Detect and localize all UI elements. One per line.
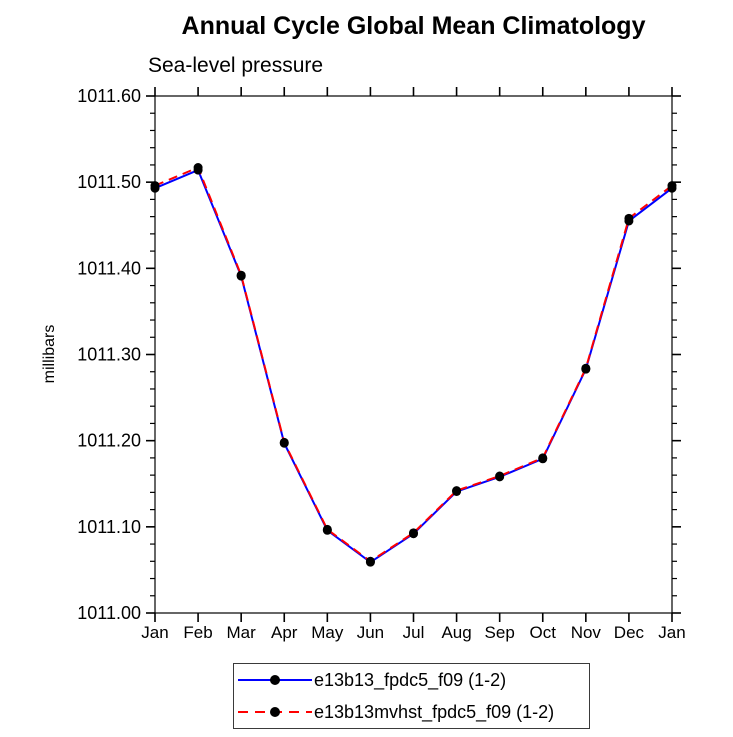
data-point-marker — [495, 471, 505, 481]
series-line-2 — [154, 166, 673, 563]
legend-marker-dot-icon — [270, 675, 280, 685]
series-line-1 — [154, 168, 673, 564]
y-tick-label: 1011.50 — [77, 172, 141, 192]
y-tick-label: 1011.20 — [77, 431, 141, 451]
x-tick-label: Sep — [485, 623, 515, 642]
chart-subtitle: Sea-level pressure — [148, 54, 324, 77]
legend-row-series2: e13b13mvhst_fpdc5_f09 (1-2) — [234, 696, 589, 728]
x-tick-label: Jan — [658, 623, 685, 642]
data-point-marker — [624, 213, 634, 223]
x-tick-label: Aug — [441, 623, 471, 642]
chart-title: Annual Cycle Global Mean Climatology — [181, 12, 646, 40]
legend-line-sample-solid — [238, 675, 312, 685]
data-point-marker — [193, 163, 203, 173]
data-point-marker — [667, 181, 677, 191]
x-tick-label: Mar — [227, 623, 257, 642]
x-tick-label: Apr — [271, 623, 298, 642]
legend-marker-dot-icon — [270, 707, 280, 717]
x-tick-label: Nov — [571, 623, 602, 642]
legend-label-series2: e13b13mvhst_fpdc5_f09 (1-2) — [314, 702, 555, 722]
data-point-marker — [452, 486, 462, 496]
x-tick-label: Jan — [141, 623, 168, 642]
y-tick-label: 1011.30 — [77, 345, 141, 365]
x-tick-label: Feb — [183, 623, 212, 642]
legend-box: e13b13_fpdc5_f09 (1-2) e13b13mvhst_fpdc5… — [233, 663, 590, 729]
y-tick-label: 1011.40 — [77, 258, 141, 278]
data-point-marker — [322, 524, 332, 534]
x-tick-label: Oct — [530, 623, 557, 642]
x-tick-label: Jul — [403, 623, 425, 642]
x-tick-label: Jun — [357, 623, 384, 642]
legend-row-series1: e13b13_fpdc5_f09 (1-2) — [234, 664, 589, 696]
data-point-marker — [236, 270, 246, 280]
x-tick-label: May — [311, 623, 344, 642]
y-tick-label: 1011.10 — [77, 517, 141, 537]
legend-line-sample-dashed — [238, 707, 312, 717]
data-point-marker — [279, 437, 289, 447]
legend-label-series1: e13b13_fpdc5_f09 (1-2) — [314, 670, 507, 690]
y-tick-label: 1011.00 — [77, 603, 141, 623]
x-tick-label: Dec — [614, 623, 645, 642]
y-tick-label: 1011.60 — [77, 86, 141, 106]
data-point-marker — [409, 528, 418, 538]
data-point-marker — [150, 181, 160, 191]
data-point-marker — [538, 453, 548, 463]
data-point-marker — [365, 556, 375, 566]
data-point-marker — [581, 363, 591, 373]
